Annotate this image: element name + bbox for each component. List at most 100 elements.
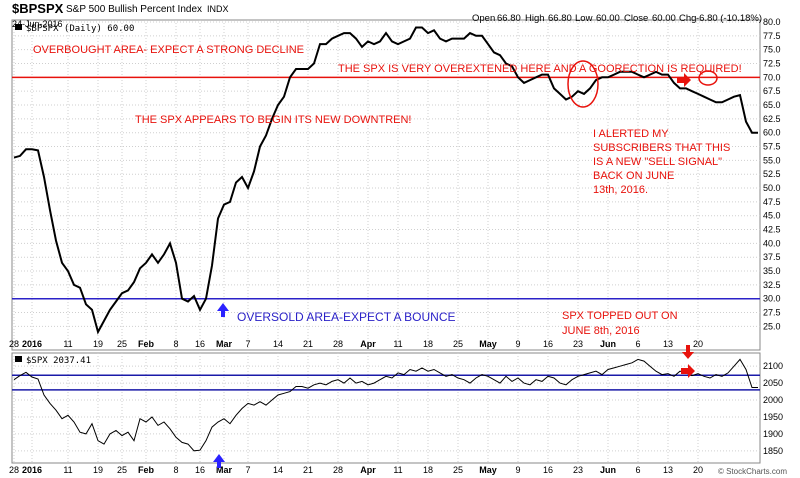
red-arrow-down-icon — [682, 345, 694, 359]
main-x-tick-label: 23 — [573, 339, 583, 349]
main-x-tick-label: 2016 — [22, 339, 42, 349]
annotation-topped-line: JUNE 8th, 2016 — [562, 325, 640, 337]
main-panel-frame — [11, 19, 761, 351]
bpspx-series-line — [13, 26, 758, 335]
chart-description: S&P 500 Bullish Percent Index — [66, 4, 202, 15]
main-y-tick-label: 65.0 — [763, 100, 781, 110]
main-y-tick-label: 52.5 — [763, 169, 781, 179]
main-x-tick-label: Mar — [216, 339, 233, 349]
spx-panel-reference-lines — [12, 374, 760, 391]
spx-legend-text: $SPX 2037.41 — [26, 356, 91, 366]
spx-x-tick-label: 11 — [393, 465, 402, 475]
main-x-tick-label: 16 — [543, 339, 553, 349]
main-x-tick-label: 18 — [423, 339, 433, 349]
spx-x-tick-label: May — [479, 465, 497, 475]
annotation-topped-line: SPX TOPPED OUT ON — [562, 310, 678, 322]
main-x-tick-label: 11 — [63, 339, 72, 349]
annotation-alert-line: SUBSCRIBERS THAT THIS — [593, 142, 730, 154]
quote-close-value: 60.00 — [652, 13, 676, 24]
copyright: © StockCharts.com — [718, 467, 787, 476]
spx-y-tick-label: 2050 — [763, 378, 783, 388]
main-y-tick-label: 57.5 — [763, 142, 781, 152]
main-legend: $BPSPX (Daily) 60.00 — [15, 24, 134, 34]
main-x-tick-label: Jun — [600, 339, 616, 349]
main-x-tick-label: 28 — [9, 339, 19, 349]
spx-panel-x-axis: 28 2016 11 19 25 Feb 8 16 Mar 7 14 21 28 Apr 11 18 25 May… — [9, 465, 703, 475]
spx-y-tick-label: 2100 — [763, 361, 783, 371]
main-x-tick-label: Apr — [360, 339, 376, 349]
spx-x-tick-label: 28 — [333, 465, 343, 475]
spx-x-tick-label: 6 — [635, 465, 640, 475]
annotation-topped: SPX TOPPED OUT ON JUNE 8th, 2016 — [562, 310, 678, 337]
main-x-tick-label: 14 — [273, 339, 283, 349]
blue-arrow-up-icon — [217, 303, 229, 317]
quote-high-label: High — [525, 13, 545, 24]
spx-y-tick-label: 1950 — [763, 412, 783, 422]
annotation-alert-line: IS A NEW "SELL SIGNAL" — [593, 156, 722, 168]
quote-close-label: Close — [624, 13, 648, 24]
main-y-tick-label: 42.5 — [763, 225, 781, 235]
main-x-tick-label: 7 — [245, 339, 250, 349]
annotation-overbought: OVERBOUGHT AREA- EXPECT A STRONG DECLINE — [33, 44, 304, 56]
main-y-tick-label: 75.0 — [763, 45, 781, 55]
main-x-tick-label: 11 — [393, 339, 402, 349]
spx-panel-y-axis: 1850 1900 1950 2000 2050 2100 — [763, 361, 783, 456]
main-x-tick-label: Feb — [138, 339, 155, 349]
main-y-tick-label: 25.0 — [763, 321, 781, 331]
main-y-tick-label: 27.5 — [763, 308, 781, 318]
annotation-alert-line: BACK ON JUNE — [593, 170, 674, 182]
spx-x-tick-label: Apr — [360, 465, 376, 475]
red-arrow-right-icon — [681, 364, 695, 378]
annotation-alert-line: I ALERTED MY — [593, 128, 669, 140]
quote-open-label: Open — [472, 13, 495, 24]
spx-x-tick-label: 25 — [453, 465, 463, 475]
spx-x-tick-label: Feb — [138, 465, 155, 475]
quote-high-value: 66.80 — [548, 13, 572, 24]
spx-legend: $SPX 2037.41 — [15, 356, 91, 366]
spx-y-tick-label: 1850 — [763, 446, 783, 456]
main-y-tick-label: 67.5 — [763, 86, 781, 96]
spx-x-tick-label: 28 — [9, 465, 19, 475]
main-x-tick-label: 19 — [93, 339, 103, 349]
spx-series-line — [13, 358, 758, 452]
main-x-tick-label: 20 — [693, 339, 703, 349]
chart-date: 24-Jun-2016 — [12, 19, 63, 29]
spx-x-tick-label: 25 — [117, 465, 127, 475]
annotation-alert-line: 13th, 2016. — [593, 184, 648, 196]
spx-y-tick-label: 2000 — [763, 395, 783, 405]
main-y-tick-label: 35.0 — [763, 266, 781, 276]
quote-chg-value: -6.80 (-10.18%) — [696, 13, 762, 24]
main-panel-grid — [12, 20, 760, 350]
main-y-tick-label: 72.5 — [763, 59, 781, 69]
main-y-tick-label: 32.5 — [763, 280, 781, 290]
main-panel-reference-lines — [12, 76, 760, 300]
main-y-tick-label: 50.0 — [763, 183, 781, 193]
spx-panel-grid — [12, 353, 760, 463]
spx-x-tick-label: 19 — [93, 465, 103, 475]
spx-x-tick-label: 2016 — [22, 465, 42, 475]
annotation-circle — [698, 70, 718, 86]
main-y-tick-label: 80.0 — [763, 17, 781, 27]
main-x-tick-label: 28 — [333, 339, 343, 349]
spx-x-tick-label: 16 — [195, 465, 205, 475]
spx-y-tick-label: 1900 — [763, 429, 783, 439]
spx-x-tick-label: 14 — [273, 465, 283, 475]
annotation-circle — [567, 60, 599, 108]
spx-x-tick-label: 23 — [573, 465, 583, 475]
main-x-tick-label: 25 — [117, 339, 127, 349]
annotation-alert: I ALERTED MY SUBSCRIBERS THAT THIS IS A … — [593, 128, 730, 196]
quote-readout: Open 66.80 High 66.80 Low 60.00 Close 60… — [472, 13, 762, 24]
main-y-tick-label: 60.0 — [763, 128, 781, 138]
spx-x-tick-label: 18 — [423, 465, 433, 475]
main-y-tick-label: 62.5 — [763, 114, 781, 124]
quote-chg-label: Chg — [679, 13, 696, 24]
spx-x-tick-label: 11 — [63, 465, 72, 475]
chart-exchange: INDX — [207, 4, 229, 14]
main-x-tick-label: 8 — [173, 339, 178, 349]
main-x-tick-label: 6 — [635, 339, 640, 349]
main-panel-y-axis: 25.0 27.5 30.0 32.5 35.0 37.5 40.0 42.5 45.0 47.5… — [763, 17, 781, 331]
main-x-tick-label: 9 — [515, 339, 520, 349]
chart-symbol: $BPSPX — [12, 1, 64, 16]
main-y-tick-label: 37.5 — [763, 252, 781, 262]
